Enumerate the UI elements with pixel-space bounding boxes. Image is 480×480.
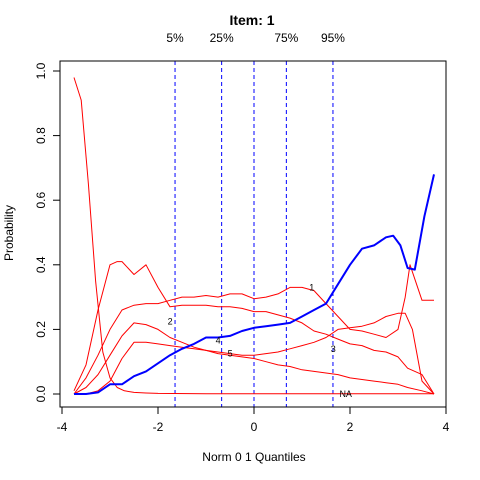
y-tick-label: 0.2 <box>34 321 48 338</box>
series-line-5 <box>73 322 435 395</box>
y-tick-label: 0.4 <box>34 256 48 273</box>
x-tick-label: 0 <box>251 420 258 434</box>
x-tick-label: -2 <box>153 420 164 434</box>
series-line-4 <box>73 264 434 395</box>
series-label-4: 4 <box>216 336 221 346</box>
x-axis-label: Norm 0 1 Quantiles <box>202 450 305 464</box>
y-tick-label: 0.0 <box>34 385 48 402</box>
quantile-label: 5% <box>166 31 184 45</box>
x-tick-label: 4 <box>443 420 450 434</box>
y-axis-label: Probability <box>2 205 16 261</box>
series-line-2 <box>73 261 435 395</box>
series-label-1: 1 <box>309 282 314 292</box>
plot-area <box>73 77 435 395</box>
x-tick-label: -4 <box>57 420 68 434</box>
series-label-5: 5 <box>228 349 233 359</box>
quantile-label: 75% <box>274 31 298 45</box>
quantile-labels: 5% 25% 75% 95% <box>166 31 345 45</box>
y-tick-label: 0.8 <box>34 127 48 144</box>
series-label-2: 2 <box>168 316 173 326</box>
quantile-label: 95% <box>321 31 345 45</box>
series-label-3: 3 <box>331 344 336 354</box>
series-line-1 <box>74 174 435 395</box>
series-label-na: NA <box>339 389 352 399</box>
series-line-3 <box>74 312 435 395</box>
x-tick-label: 2 <box>347 420 354 434</box>
series-line-na <box>73 77 434 395</box>
y-tick-label: 0.6 <box>34 192 48 209</box>
y-tick-label: 1.0 <box>34 62 48 79</box>
quantile-label: 25% <box>210 31 234 45</box>
curve-labels: 2 3 45 NA 1 <box>168 282 352 399</box>
chart-title: Item: 1 <box>229 12 274 28</box>
y-axis: 0.0 0.2 0.4 0.6 0.8 1.0 <box>34 62 61 402</box>
x-axis: -4 -2 0 2 4 <box>57 406 450 434</box>
